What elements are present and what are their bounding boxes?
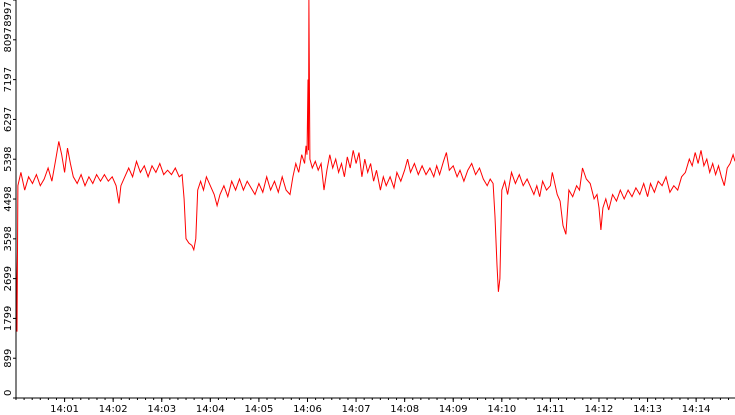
x-tick-label: 14:09 [439, 404, 468, 415]
x-tick-label: 14:12 [585, 404, 614, 415]
y-tick-label: 5398 [3, 146, 14, 171]
plot-area [15, 0, 735, 332]
x-tick-label: 14:05 [244, 404, 273, 415]
x-tick-label: 14:03 [147, 404, 176, 415]
y-tick-label: 4498 [3, 186, 14, 211]
y-tick-label: 1799 [3, 306, 14, 331]
x-tick-label: 14:13 [633, 404, 662, 415]
x-tick-label: 14:02 [99, 404, 128, 415]
x-tick-label: 14:11 [536, 404, 565, 415]
y-tick-label: 8997 [3, 1, 14, 26]
x-tick-label: 14:01 [50, 404, 79, 415]
y-tick-label: 899 [3, 349, 14, 368]
y-tick-label: 7197 [3, 67, 14, 92]
y-tick-label: 8097 [3, 27, 14, 52]
y-tick-label: 6297 [3, 107, 14, 132]
x-axis-background [0, 398, 735, 415]
x-tick-label: 14:06 [293, 404, 322, 415]
x-tick-label: 14:14 [682, 404, 711, 415]
x-tick-label: 14:08 [390, 404, 419, 415]
y-tick-label: 0 [3, 390, 14, 396]
x-tick-label: 14:10 [487, 404, 516, 415]
y-tick-label: 2699 [3, 266, 14, 291]
y-tick-label: 3598 [3, 226, 14, 251]
x-axis: 14:01 14:02 14:03 14:04 14:05 14:06 14:07 14:08… [0, 397, 735, 415]
x-tick-label: 14:07 [342, 404, 371, 415]
series-line-0 [15, 0, 735, 332]
x-tick-label: 14:04 [196, 404, 225, 415]
